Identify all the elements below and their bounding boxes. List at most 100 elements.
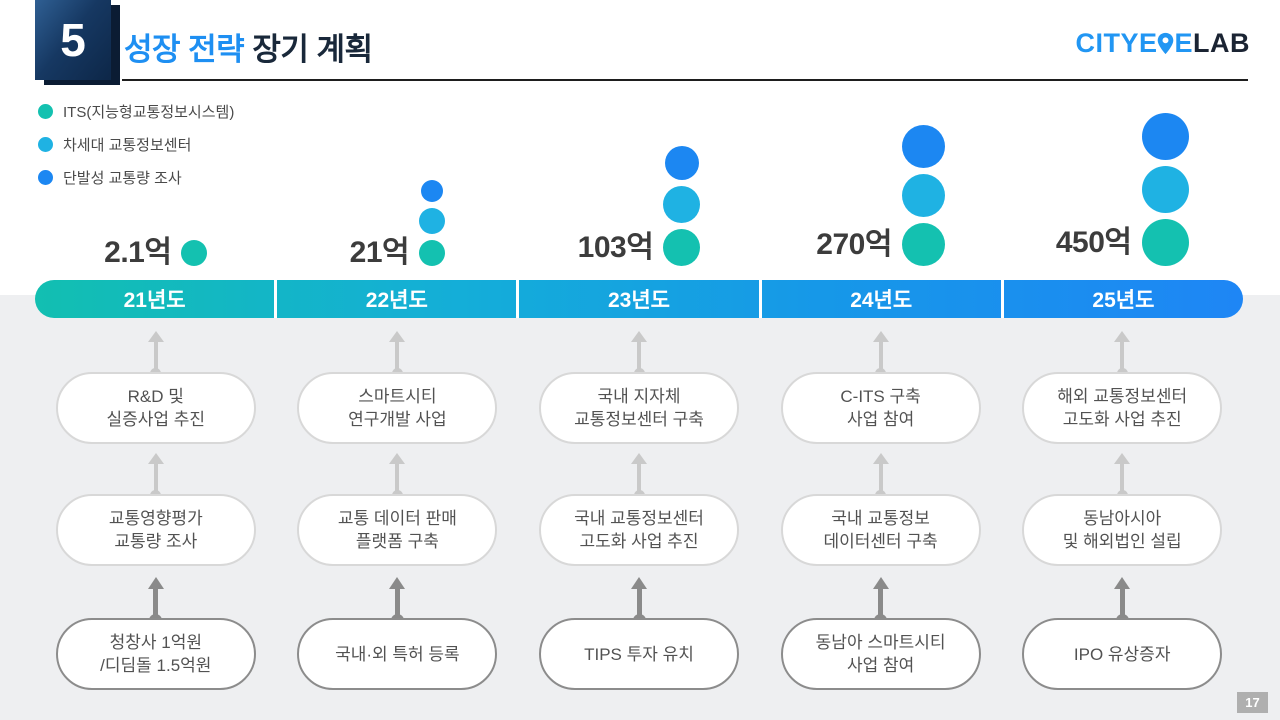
arrow-head (631, 453, 647, 464)
milestone-box: R&D 및 실증사업 추진 (55, 372, 256, 444)
milestone-box: 국내·외 특허 등록 (297, 618, 498, 690)
arrow-shaft (153, 589, 159, 615)
milestone-line: C-ITS 구축 (840, 387, 921, 406)
year-band-segment: 21년도 (123, 289, 186, 312)
arrow-head (872, 453, 889, 464)
milestone-box: IPO 유상증자 (1022, 618, 1223, 690)
slide-section-number: 5 (35, 0, 111, 80)
milestone-line: 고도화 사업 추진 (1062, 410, 1182, 429)
milestone-line: 스마트시티 (358, 387, 437, 406)
milestone-line: 교통 데이터 판매 (337, 509, 457, 528)
arrow-head (389, 453, 406, 464)
bubble-cyan (663, 186, 701, 223)
milestone-line: 사업 참여 (846, 410, 915, 429)
milestone-line: 및 해외법인 설립 (1062, 532, 1182, 551)
milestone-line: 고도화 사업 추진 (579, 532, 699, 551)
arrow-shaft (1120, 464, 1125, 491)
milestone-line: 동남아시아 (1083, 509, 1162, 528)
milestone-line: 교통정보센터 구축 (574, 410, 704, 429)
bubble-stack (419, 180, 446, 266)
arrow-shaft (878, 464, 883, 491)
bubble-cyan (901, 174, 945, 217)
milestone-line: /디딤돌 1.5억원 (100, 656, 212, 675)
bubble-teal (663, 229, 701, 266)
arrow-shaft (878, 342, 883, 369)
legend-dot-icon (38, 103, 53, 119)
revenue-label: 21억 (349, 236, 410, 269)
revenue-label: 270억 (816, 227, 892, 261)
milestone-box: 교통영향평가 교통량 조사 (55, 494, 256, 566)
slide-section-number-text: 5 (60, 14, 86, 66)
legend-item: ITS(지능형교통정보시스템) (38, 100, 234, 122)
year-band-segment: 23년도 (516, 280, 758, 318)
milestone-box: 국내 교통정보 데이터센터 구축 (780, 494, 981, 566)
milestone-line: 플랫폼 구축 (355, 532, 439, 551)
bubble-blue (901, 125, 945, 168)
legend-label: ITS(지능형교통정보시스템) (63, 103, 235, 121)
milestone-line: 국내 교통정보센터 (574, 509, 704, 528)
bubble-stack (663, 146, 701, 266)
logo-text-lab: LAB (1193, 28, 1250, 58)
bubble-group: 450억 (1001, 113, 1243, 266)
title-highlight: 성장 전략 (124, 32, 245, 67)
year-band-segment: 22년도 (274, 280, 516, 318)
bubble-group: 270억 (760, 125, 1002, 266)
bubble-stack (181, 240, 208, 266)
arrow-head (147, 577, 164, 589)
year-band-segment: 25년도 (1000, 280, 1243, 318)
bubble-blue (664, 146, 699, 180)
bubble-teal (901, 223, 945, 266)
bubble-group: 103억 (518, 146, 760, 266)
title-underline (122, 79, 1248, 81)
arrow-shaft (1120, 342, 1125, 369)
title-rest: 장기 계획 (244, 32, 373, 67)
arrow-shaft (394, 589, 400, 615)
milestone-box: 해외 교통정보센터 고도화 사업 추진 (1022, 372, 1223, 444)
arrow-head (147, 453, 164, 464)
logo-text-cityeye: CITYE (1075, 28, 1158, 58)
arrow-shaft (1119, 589, 1125, 615)
milestone-line: 연구개발 사업 (348, 410, 447, 429)
milestone-line: 사업 참여 (846, 656, 915, 675)
legend-item: 단발성 교통량 조사 (38, 166, 234, 188)
bubble-cyan (1141, 166, 1189, 213)
year-band: 21년도 22년도 23년도 24년도 25년도 (35, 280, 1243, 318)
milestone-line: TIPS 투자 유치 (584, 644, 694, 664)
arrow-shaft (153, 342, 158, 369)
bubble-cyan (419, 208, 446, 234)
bubble-stack (1141, 113, 1189, 266)
arrow-shaft (637, 342, 641, 369)
arrow-shaft (395, 464, 400, 491)
milestone-box: 국내 지자체 교통정보센터 구축 (539, 372, 739, 444)
page-title: 성장 전략 장기 계획 (124, 24, 373, 69)
revenue-label: 103억 (577, 230, 654, 264)
milestone-line: 데이터센터 구축 (823, 532, 938, 551)
milestone-line: R&D 및 (127, 387, 184, 406)
arrow-head (872, 331, 889, 342)
milestone-line: 교통영향평가 (108, 509, 203, 528)
bubble-teal (181, 240, 208, 266)
arrow-head (872, 577, 889, 589)
bubble-teal (419, 240, 446, 266)
milestone-line: 동남아 스마트시티 (815, 633, 946, 652)
arrow-head (631, 577, 647, 589)
arrow-head (1114, 453, 1131, 464)
arrow-shaft (878, 589, 884, 615)
milestone-line: IPO 유상증자 (1073, 644, 1171, 664)
arrow-head (1114, 577, 1131, 589)
milestone-line: 국내·외 특허 등록 (335, 644, 460, 664)
legend-item: 차세대 교통정보센터 (38, 133, 234, 155)
arrow-head (147, 331, 164, 342)
arrow-shaft (636, 589, 642, 615)
arrow-head (631, 331, 647, 342)
legend-dot-icon (38, 169, 53, 185)
arrow-shaft (153, 464, 158, 491)
map-pin-icon (1158, 32, 1174, 55)
arrow-shaft (637, 464, 641, 491)
